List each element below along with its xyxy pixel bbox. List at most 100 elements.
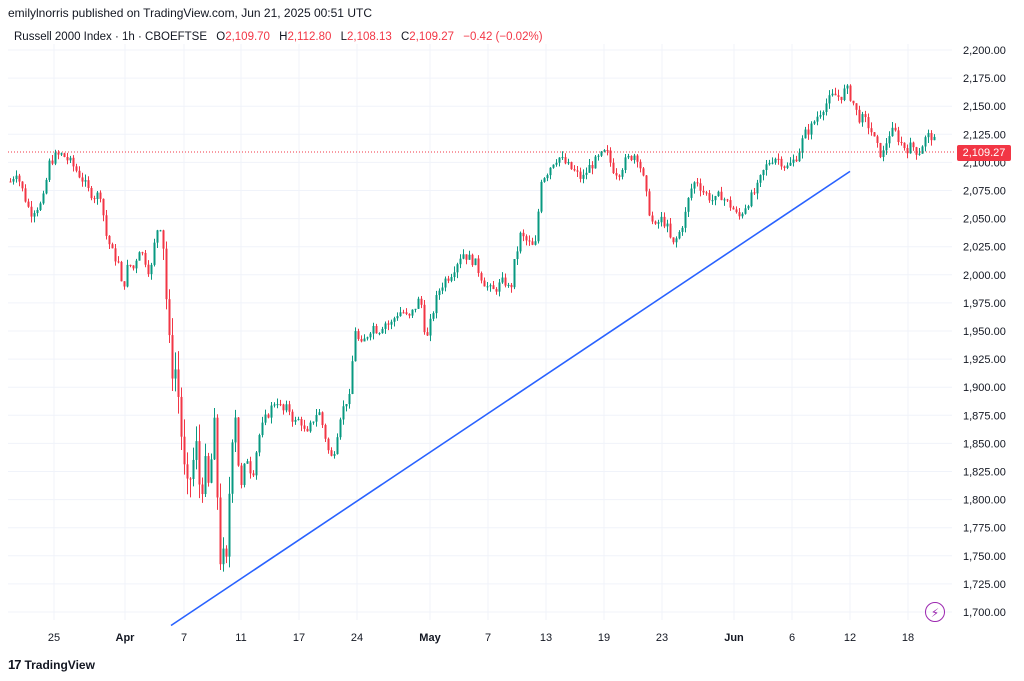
symbol-name[interactable]: Russell 2000 Index · 1h · CBOEFTSE [14,31,208,43]
candle-body [633,155,636,161]
candle-body [822,112,825,116]
candle-body [699,183,702,191]
candle-body [624,157,627,170]
candle-body [888,136,891,144]
x-tick-label: 13 [540,632,552,644]
candle-body [540,181,543,212]
candle-body [390,321,393,325]
candle-body [18,175,21,182]
candle-body [210,459,213,483]
support-trendline [170,170,851,627]
candle-body [15,175,18,180]
y-tick-label: 1,725.00 [963,579,1006,591]
x-tick-label: Apr [116,632,136,644]
candle-body [651,215,654,222]
candle-body [513,259,516,288]
x-tick-label: 18 [902,632,914,644]
candle-body [300,419,303,426]
candle-body [321,412,324,426]
y-tick-label: 2,075.00 [963,186,1006,198]
candle-body [537,211,540,242]
candle-body [171,335,174,379]
candle-body [36,209,39,214]
candle-body [51,160,54,164]
candle-body [120,261,123,282]
candle-body [213,417,216,460]
y-tick-label: 2,150.00 [963,101,1006,113]
candle-body [927,133,930,138]
candle-body [795,159,798,162]
y-tick-label: 1,800.00 [963,495,1006,507]
candle-body [333,454,336,456]
candle-body [534,241,537,245]
candle-body [93,198,96,200]
candle-body [879,142,882,158]
candle-body [294,419,297,422]
candle-body [432,313,435,319]
candle-body [606,149,609,151]
candle-body [57,152,60,155]
candle-body [72,157,75,167]
candle-body [642,168,645,176]
candle-body [441,287,444,291]
candle-body [126,264,129,287]
candle-body [60,153,63,155]
candle-body [228,493,231,557]
candle-body [402,312,405,314]
candle-body [459,258,462,265]
candle-body [165,248,168,300]
candle-body [396,316,399,319]
candle-body [678,231,681,239]
candle-body [903,142,906,149]
candle-body [144,252,147,265]
candle-body [69,157,72,161]
candle-body [63,153,66,158]
candle-body [315,414,318,422]
candle-body [54,152,57,164]
candle-body [672,237,675,243]
candle-body [810,123,813,135]
candle-body [612,162,615,174]
candle-body [267,414,270,418]
candle-body [264,414,267,423]
candle-body [828,95,831,104]
candle-body [747,206,750,209]
lightning-icon[interactable]: ⚡ [925,602,945,622]
candle-body [222,548,225,565]
candle-body [90,187,93,199]
candle-body [129,264,132,266]
candle-body [630,155,633,161]
candle-body [117,261,120,263]
candle-body [627,155,630,158]
candle-body [354,331,357,362]
candle-body [906,148,909,154]
candle-body [147,264,150,275]
x-tick-label: 25 [48,632,60,644]
candle-body [393,318,396,322]
candle-body [702,190,705,193]
candle-body [102,198,105,216]
candle-body [504,277,507,286]
candle-body [480,273,483,281]
candle-body [741,213,744,217]
candle-body [453,272,456,278]
candle-body [552,164,555,168]
candle-body [279,404,282,406]
candle-body [285,404,288,411]
candle-body [381,328,384,334]
candle-body [174,369,177,379]
candle-body [489,285,492,287]
high-value: 2,112.80 [287,31,332,43]
candle-body [45,179,48,194]
candle-body [768,162,771,165]
candle-body [258,435,261,453]
candle-body [357,331,360,340]
candle-body [483,280,486,287]
x-tick-label: 12 [844,632,856,644]
y-tick-label: 1,775.00 [963,523,1006,535]
y-tick-label: 2,000.00 [963,270,1006,282]
candle-body [588,165,591,173]
candle-body [186,464,189,479]
candle-body [168,299,171,336]
